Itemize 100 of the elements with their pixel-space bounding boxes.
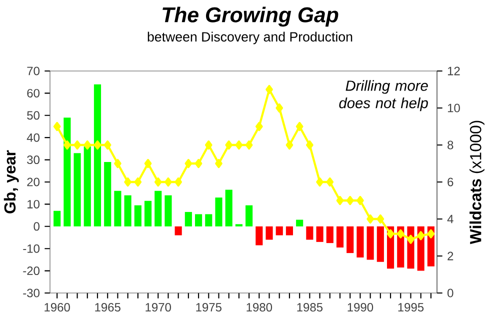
bar (366, 226, 374, 260)
bar (104, 162, 112, 226)
y-tick-label: 50 (27, 111, 40, 120)
x-tick-label: 1985 (297, 303, 323, 312)
point (376, 214, 384, 224)
point (194, 158, 202, 168)
point (396, 229, 404, 238)
bar (74, 153, 81, 226)
point (245, 140, 253, 150)
x-tick-label: 1980 (246, 303, 272, 312)
chart-title: The Growing Gap (162, 6, 338, 27)
y-tick-label: -30 (23, 288, 40, 298)
bar (84, 146, 91, 226)
bar (94, 84, 102, 226)
x-tick-label: 1970 (146, 303, 171, 312)
point (114, 158, 122, 168)
bar (306, 226, 314, 240)
bar (184, 212, 192, 226)
point (53, 122, 61, 132)
y-tick-label: 60 (27, 88, 40, 98)
bar (205, 214, 212, 226)
y2-tick-label: 4 (447, 214, 454, 224)
point (427, 229, 435, 238)
bar (246, 205, 253, 226)
y2-tick-label: 12 (448, 66, 460, 76)
point (386, 229, 394, 238)
bar (376, 226, 384, 262)
point (94, 140, 102, 150)
y-tick-label: -10 (23, 244, 40, 253)
bar (356, 226, 364, 258)
point (174, 177, 182, 187)
x-tick-label: 1965 (95, 303, 120, 312)
y-tick-label: 20 (27, 178, 40, 186)
y-tick-label: 0 (34, 222, 40, 231)
bar (124, 195, 132, 226)
y-tick-label: 40 (26, 133, 40, 142)
bar (144, 200, 152, 226)
bar (134, 205, 142, 226)
point (286, 140, 294, 150)
y-tick-label: 30 (27, 156, 40, 164)
y2-tick-label: 10 (448, 104, 460, 112)
bar (276, 226, 283, 236)
y2-axis-title: Wildcats (x1000) (470, 120, 484, 244)
point (276, 103, 284, 113)
bar (164, 195, 172, 226)
y2-tick-label: 8 (448, 140, 454, 150)
y2-tick-label: 0 (448, 288, 454, 298)
point (225, 140, 233, 150)
x-tick-label: 1995 (398, 303, 424, 312)
bar (114, 190, 122, 226)
bar (54, 210, 61, 226)
point (154, 177, 162, 187)
bar (215, 198, 222, 226)
point (417, 231, 425, 240)
bar (174, 226, 182, 236)
point (215, 158, 222, 168)
bar (225, 190, 232, 226)
point (366, 214, 374, 224)
bar (326, 226, 334, 244)
bar (316, 226, 324, 242)
x-tick-label: 1975 (196, 303, 222, 312)
point (407, 234, 414, 244)
bar (266, 226, 273, 240)
bar (286, 226, 294, 236)
y-tick-label: 10 (28, 200, 40, 208)
point (184, 158, 192, 168)
point (326, 177, 334, 187)
point (255, 122, 263, 132)
point (204, 140, 212, 150)
bar (346, 226, 354, 254)
point (144, 158, 152, 168)
point (306, 140, 314, 150)
y-axis-title: Gb, year (4, 150, 19, 214)
chart-subtitle: between Discovery and Production (148, 32, 352, 44)
bar (256, 226, 263, 246)
y2-tick-label: 2 (448, 252, 454, 260)
bar (296, 220, 304, 226)
y-tick-label: -20 (23, 266, 40, 276)
point (64, 140, 71, 150)
point (235, 140, 243, 150)
y2-tick-label: 6 (448, 178, 454, 186)
point (74, 140, 81, 150)
point (104, 140, 112, 150)
x-tick-label: 1960 (44, 303, 70, 312)
point (134, 177, 142, 187)
point (84, 140, 92, 150)
y-tick-label: 70 (27, 66, 40, 76)
bar (64, 118, 71, 226)
point (316, 177, 324, 187)
point (356, 196, 364, 206)
x-tick-label: 1990 (348, 303, 374, 312)
point (164, 177, 172, 187)
point (336, 196, 344, 206)
point (296, 122, 304, 132)
point (124, 177, 132, 187)
point (266, 84, 273, 94)
bar (195, 214, 202, 226)
point (346, 196, 354, 206)
bar (336, 226, 344, 248)
annotation: Drilling more does not help (339, 80, 428, 112)
